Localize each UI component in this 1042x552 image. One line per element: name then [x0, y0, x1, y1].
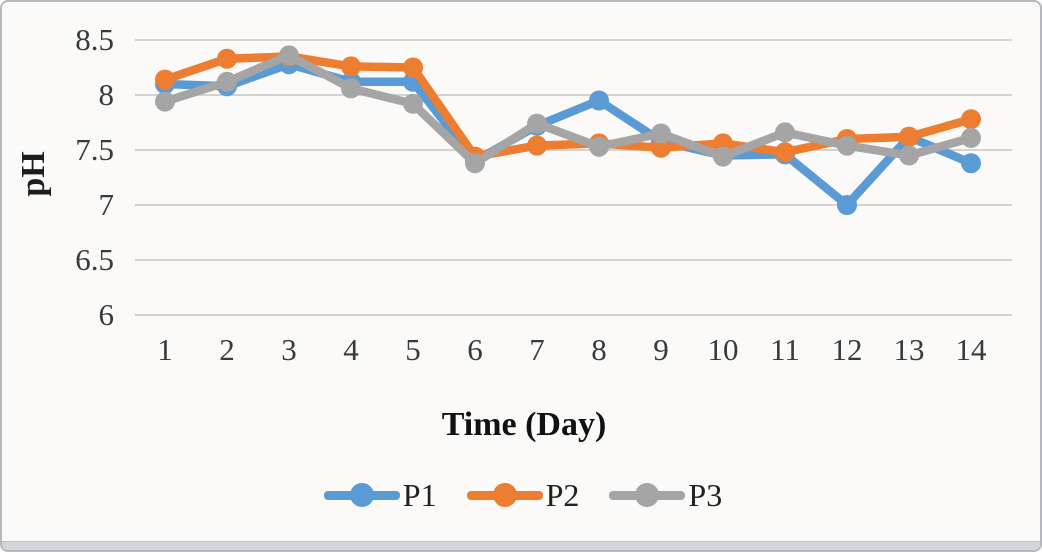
legend-item-p1: P1 [323, 477, 437, 513]
x-tick-label: 5 [405, 332, 421, 367]
data-point-p3-day-12 [837, 135, 857, 156]
data-point-p3-day-10 [713, 146, 733, 167]
x-tick-label: 10 [707, 332, 739, 367]
legend-dot-icon [349, 483, 374, 507]
data-point-p2-day-7 [527, 135, 547, 156]
x-tick-label: 2 [219, 332, 235, 367]
window-bottom-edge [2, 541, 1040, 550]
x-tick-label: 6 [467, 332, 483, 367]
y-tick-label: 7 [98, 187, 115, 222]
legend-marker-icon [466, 483, 543, 507]
legend-label: P1 [402, 477, 437, 513]
data-point-p2-day-5 [403, 57, 423, 78]
y-tick-label: 6 [98, 297, 115, 332]
x-axis-title: Time (Day) [441, 406, 607, 443]
data-point-p3-day-14 [961, 127, 981, 148]
data-point-p3-day-8 [589, 136, 609, 157]
x-tick-label: 14 [955, 332, 987, 367]
y-tick-label: 6.5 [75, 242, 114, 277]
data-point-p3-day-4 [341, 78, 361, 99]
x-tick-label: 12 [831, 332, 863, 367]
x-tick-label: 7 [529, 332, 545, 367]
data-point-p3-day-1 [155, 91, 175, 112]
data-point-p1-day-8 [589, 90, 609, 111]
legend-item-p3: P3 [609, 478, 722, 512]
data-point-p2-day-14 [961, 109, 981, 130]
data-point-p2-day-4 [341, 56, 361, 77]
legend-dot-icon [635, 483, 660, 507]
y-tick-label: 8 [98, 77, 115, 112]
x-tick-label: 1 [157, 332, 173, 367]
legend-label: P3 [688, 477, 723, 513]
legend-marker-icon [323, 483, 400, 507]
data-point-p1-day-14 [961, 153, 981, 174]
series-line-p3 [160, 51, 976, 168]
x-tick-label: 13 [893, 332, 925, 367]
legend-item-p2: P2 [466, 477, 580, 513]
x-tick-label: 11 [770, 332, 800, 367]
data-point-p2-day-2 [217, 48, 237, 69]
series-line-p1 [160, 59, 976, 210]
legend-dot-icon [492, 483, 517, 507]
data-point-p3-day-5 [403, 93, 423, 114]
y-tick-label: 7.5 [75, 132, 114, 167]
x-tick-label: 3 [281, 332, 297, 367]
legend-label: P2 [545, 477, 580, 513]
data-point-p3-day-7 [527, 113, 547, 134]
x-tick-label: 9 [653, 332, 669, 367]
data-point-p2-day-13 [899, 126, 919, 147]
data-point-p2-day-11 [775, 142, 795, 163]
data-point-p3-day-11 [775, 122, 795, 143]
data-point-p3-day-2 [217, 71, 237, 92]
data-point-p3-day-9 [651, 123, 671, 144]
y-tick-label: 8.5 [75, 22, 114, 57]
data-point-p2-day-1 [155, 69, 175, 90]
data-point-p1-day-12 [837, 195, 857, 215]
y-axis-title: pH [15, 151, 52, 197]
x-tick-label: 8 [591, 332, 607, 367]
data-point-p3-day-13 [899, 145, 919, 166]
chart-legend: P1 P2 P3 [17, 478, 1029, 512]
data-point-p3-day-3 [279, 45, 299, 66]
data-point-p3-day-6 [465, 153, 485, 174]
x-tick-label: 4 [343, 332, 359, 367]
legend-marker-icon [609, 483, 686, 507]
data-point-p2-day-9 [651, 137, 671, 158]
